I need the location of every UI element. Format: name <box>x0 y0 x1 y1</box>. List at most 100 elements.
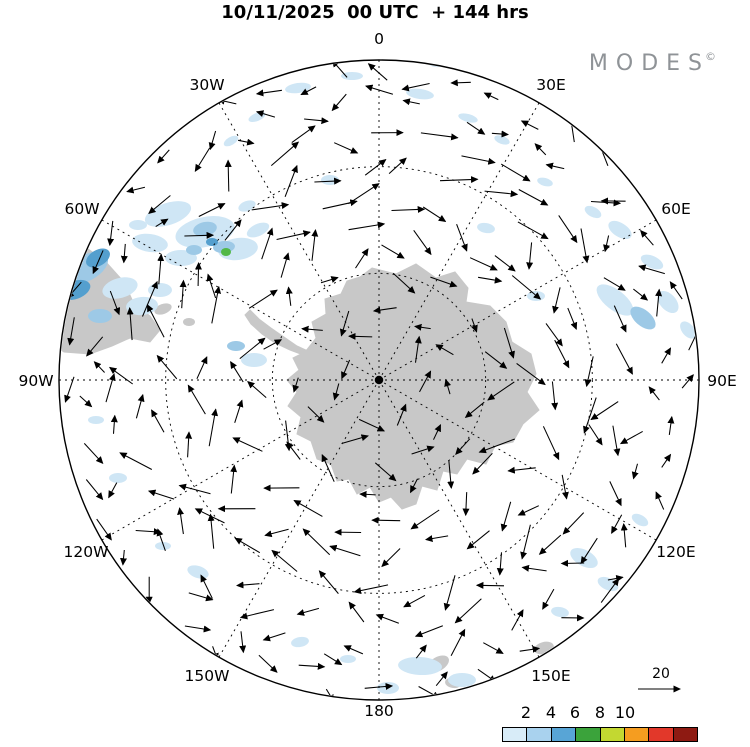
wind-arrow <box>224 159 232 192</box>
wind-arrow <box>484 351 508 369</box>
wind-arrow <box>232 437 263 452</box>
wind-arrow <box>301 325 323 333</box>
colorbar-segment <box>599 728 624 741</box>
wind-arrow <box>184 625 212 633</box>
shaded-region <box>241 353 267 367</box>
wind-arrow <box>194 147 211 172</box>
wind-arrow <box>511 609 524 631</box>
wind-arrow <box>211 285 222 324</box>
wind-arrow <box>681 374 694 389</box>
wind-arrow <box>96 518 112 541</box>
wind-arrow <box>655 491 665 510</box>
meridian-line <box>218 379 380 658</box>
wind-arrow <box>661 453 672 468</box>
wind-arrow <box>447 459 455 489</box>
wind-arrow <box>332 383 340 401</box>
wind-arrow <box>619 430 643 445</box>
wind-arrow <box>454 598 482 624</box>
wind-arrow <box>519 645 541 653</box>
wind-arrow <box>85 479 104 501</box>
wind-arrow <box>462 492 470 517</box>
wind-arrow <box>157 253 165 285</box>
lon-label-30w: 30W <box>189 76 224 94</box>
wind-arrow <box>567 112 575 143</box>
wind-arrow <box>185 431 193 458</box>
colorbar <box>502 727 698 742</box>
shaded-region <box>631 513 649 527</box>
wind-arrow <box>208 130 217 151</box>
wind-arrow <box>341 359 351 380</box>
wind-arrow <box>551 381 559 411</box>
wind-arrow <box>612 425 621 457</box>
wind-arrow <box>237 138 255 146</box>
wind-arrow <box>239 609 275 620</box>
wind-arrow <box>439 176 479 184</box>
wind-arrow <box>304 117 329 125</box>
shaded-region <box>640 254 664 270</box>
wind-arrow <box>358 418 386 432</box>
wind-arrow <box>286 441 301 460</box>
wind-arrow <box>64 376 75 403</box>
colorbar-segment <box>550 728 576 741</box>
wind-arrow <box>414 625 443 638</box>
wind-arrow <box>307 406 325 423</box>
wind-arrow <box>333 142 359 154</box>
lon-label-60e: 60E <box>661 200 691 218</box>
wind-arrow <box>194 262 202 287</box>
wind-arrow <box>518 189 549 206</box>
wind-arrow <box>320 276 339 284</box>
wind-arrow <box>381 244 405 259</box>
shaded-region <box>86 248 110 268</box>
wind-arrow <box>198 203 226 217</box>
wind-arrow <box>391 205 426 213</box>
wind-arrow <box>603 277 626 291</box>
wind-arrow <box>135 393 145 419</box>
wind-arrow <box>521 564 547 572</box>
wind-arrow <box>433 423 441 440</box>
wind-arrow <box>302 528 331 556</box>
wind-arrow <box>638 264 665 275</box>
wind-arrow <box>67 317 75 346</box>
wind-arrow <box>410 509 440 530</box>
land-masses <box>60 235 554 689</box>
wind-arrow <box>420 132 459 141</box>
wind-arrow <box>206 273 217 299</box>
wind-arrow <box>83 443 104 465</box>
colorbar-label-10: 10 <box>614 703 636 722</box>
shaded-region <box>377 682 399 694</box>
reference-vector: 20 <box>638 666 681 693</box>
wind-arrow <box>120 243 128 264</box>
lon-label-0: 0 <box>374 30 384 48</box>
wind-arrow <box>425 535 449 542</box>
shaded-region <box>186 245 202 255</box>
colorbar-segment <box>623 728 649 741</box>
shaded-region <box>132 233 168 253</box>
wind-arrow <box>179 279 187 309</box>
graticule <box>59 60 699 700</box>
shaded-region <box>129 220 147 230</box>
wind-arrow <box>343 645 364 655</box>
shaded-region <box>88 309 112 323</box>
wind-arrow <box>255 110 276 118</box>
wind-arrow <box>322 199 358 210</box>
wind-arrow <box>444 378 451 395</box>
wind-arrow <box>292 377 300 393</box>
wind-arrow <box>580 537 598 565</box>
wind-arrow <box>364 682 394 690</box>
wind-arrow <box>542 426 560 461</box>
wind-vectors <box>64 61 698 699</box>
wind-arrow <box>562 512 585 535</box>
wind-arrow <box>371 516 401 524</box>
wind-arrow <box>494 255 516 272</box>
wind-arrow <box>580 228 590 264</box>
wind-arrow <box>631 463 639 480</box>
wind-arrow <box>500 501 512 532</box>
wind-arrow <box>611 514 623 534</box>
wind-arrow <box>298 662 326 670</box>
latitude-circle <box>165 166 593 594</box>
wind-arrow <box>353 584 389 594</box>
wind-arrow <box>341 434 369 445</box>
wind-arrow <box>435 344 454 356</box>
wind-arrow <box>554 339 570 369</box>
wind-arrow <box>280 252 290 278</box>
